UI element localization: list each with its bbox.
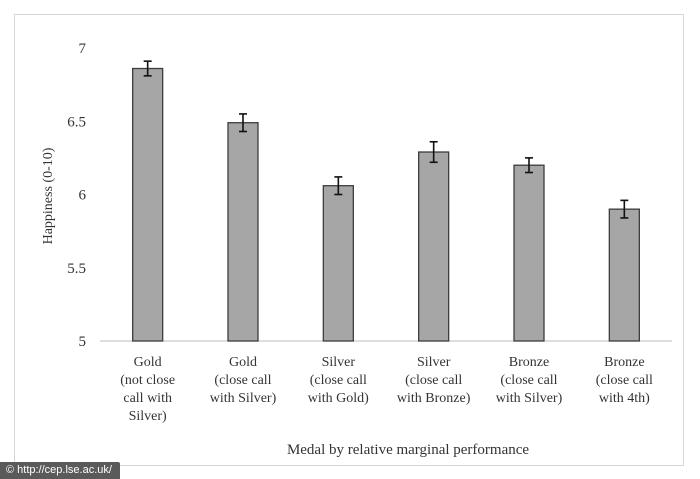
y-tick-label: 5 xyxy=(79,334,87,350)
y-tick-label: 5.5 xyxy=(67,261,86,277)
x-tick-label: Bronze (close call with Silver) xyxy=(496,355,563,406)
y-axis: 5 5.5 6 6.5 7 xyxy=(67,41,672,350)
x-axis-labels: Gold (not close call with Silver) Gold (close… xyxy=(120,355,653,424)
credit-text: © http://cep.lse.ac.uk/ xyxy=(6,464,112,476)
bar xyxy=(608,208,640,342)
x-tick-label: Silver (close call with Gold) xyxy=(308,355,369,406)
y-axis-label: Happiness (0-10) xyxy=(41,147,56,244)
image-credit: © http://cep.lse.ac.uk/ xyxy=(0,462,120,479)
error-bar xyxy=(239,113,247,133)
bar xyxy=(418,151,450,342)
x-tick-label: Gold (close call with Silver) xyxy=(210,355,277,406)
bar xyxy=(132,67,164,342)
error-bar xyxy=(334,176,343,196)
error-bar xyxy=(429,140,438,164)
y-tick-label: 6 xyxy=(79,188,87,204)
x-tick-label: Silver (close call with Bronze) xyxy=(397,355,471,406)
error-bar xyxy=(620,199,629,219)
bar xyxy=(227,122,259,342)
error-bar xyxy=(143,60,152,77)
x-axis-title: Medal by relative marginal performance xyxy=(287,442,529,458)
y-tick-label: 6.5 xyxy=(67,114,86,130)
y-tick-label: 7 xyxy=(79,41,87,57)
error-bar xyxy=(525,157,533,174)
x-tick-label: Bronze (close call with 4th) xyxy=(596,355,653,406)
bar xyxy=(513,164,545,342)
x-tick-label: Gold (not close call with Silver) xyxy=(120,355,175,424)
bar xyxy=(322,185,354,342)
bars xyxy=(132,60,640,342)
